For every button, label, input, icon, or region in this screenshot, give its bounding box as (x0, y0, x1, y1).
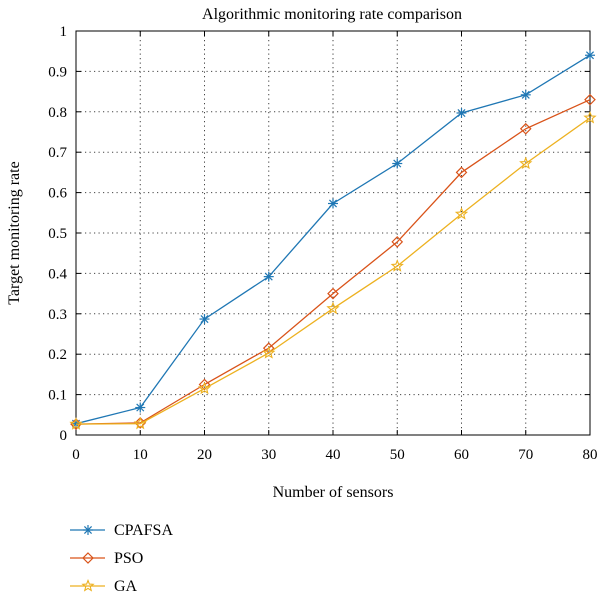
grid (76, 31, 590, 435)
data-point-cpafsa (456, 108, 467, 119)
series-ga (69, 110, 597, 430)
y-tick-label: 1 (60, 24, 68, 40)
x-tick-label: 50 (390, 447, 405, 463)
y-tick-label: 0.5 (48, 226, 67, 242)
data-point-pso (198, 378, 211, 391)
data-point-cpafsa (392, 158, 403, 169)
legend-label: GA (114, 578, 138, 595)
legend-label: PSO (114, 550, 143, 567)
data-point-ga (519, 156, 533, 170)
legend-item-cpafsa: CPAFSA (70, 522, 173, 539)
data-point-pso (584, 93, 596, 106)
y-axis-title: Target monitoring rate (6, 161, 23, 304)
series-pso (70, 93, 596, 430)
x-tick-label: 60 (454, 447, 469, 463)
series-line-pso (75, 99, 591, 425)
legend-swatch-marker (82, 552, 94, 564)
x-tick-label: 20 (197, 447, 212, 463)
series-cpafsa (71, 50, 595, 429)
legend-swatch-marker (83, 525, 93, 535)
series-line-cpafsa (75, 54, 591, 425)
data-point-ga (583, 110, 597, 124)
y-tick-label: 0.1 (48, 388, 67, 404)
data-point-ga (133, 416, 147, 430)
y-tick-label: 0.6 (48, 186, 67, 202)
y-tick-label: 0.3 (48, 307, 67, 323)
y-tick-label: 0.8 (48, 105, 67, 121)
chart-title: Algorithmic monitoring rate comparison (202, 6, 462, 23)
y-tick-label: 0 (60, 428, 68, 444)
y-tick-label: 0.9 (48, 64, 67, 80)
series-line-ga (75, 117, 591, 425)
x-tick-label: 80 (583, 447, 598, 463)
axis-ticks: 0 10 20 30 40 50 60 70 80 0 0.1 0.2 0.3 0.4 0.5 0.6 0.7 0… (48, 24, 597, 463)
data-point-pso (519, 122, 532, 135)
data-point-cpafsa (328, 198, 338, 209)
legend-item-pso: PSO (70, 550, 143, 567)
data-point-ga (454, 207, 469, 220)
x-tick-label: 40 (326, 447, 341, 463)
data-point-ga (326, 301, 340, 315)
data-point-cpafsa (135, 402, 146, 413)
y-tick-label: 0.4 (48, 266, 67, 282)
x-tick-label: 30 (261, 447, 276, 463)
legend-item-ga: GA (70, 578, 138, 595)
data-point-ga (69, 417, 83, 430)
legend-label: CPAFSA (114, 522, 173, 539)
data-point-pso (455, 166, 468, 179)
data-point-ga (390, 259, 404, 272)
data-point-cpafsa (263, 271, 274, 282)
y-tick-label: 0.7 (48, 145, 67, 161)
data-point-ga (197, 381, 212, 395)
y-tick-label: 0.2 (48, 347, 67, 363)
data-point-pso (327, 287, 339, 300)
x-tick-label: 70 (518, 447, 533, 463)
data-point-cpafsa (585, 50, 595, 61)
data-point-pso (391, 236, 404, 248)
x-tick-label: 10 (133, 447, 148, 463)
legend-swatch-marker (81, 579, 95, 592)
x-tick-label: 0 (72, 447, 80, 463)
data-point-cpafsa (520, 89, 531, 100)
legend: CPAFSA PSO GA (70, 522, 173, 595)
data-point-cpafsa (199, 314, 210, 325)
series-group (69, 50, 597, 430)
data-point-ga (262, 345, 276, 359)
x-axis-title: Number of sensors (273, 484, 394, 501)
